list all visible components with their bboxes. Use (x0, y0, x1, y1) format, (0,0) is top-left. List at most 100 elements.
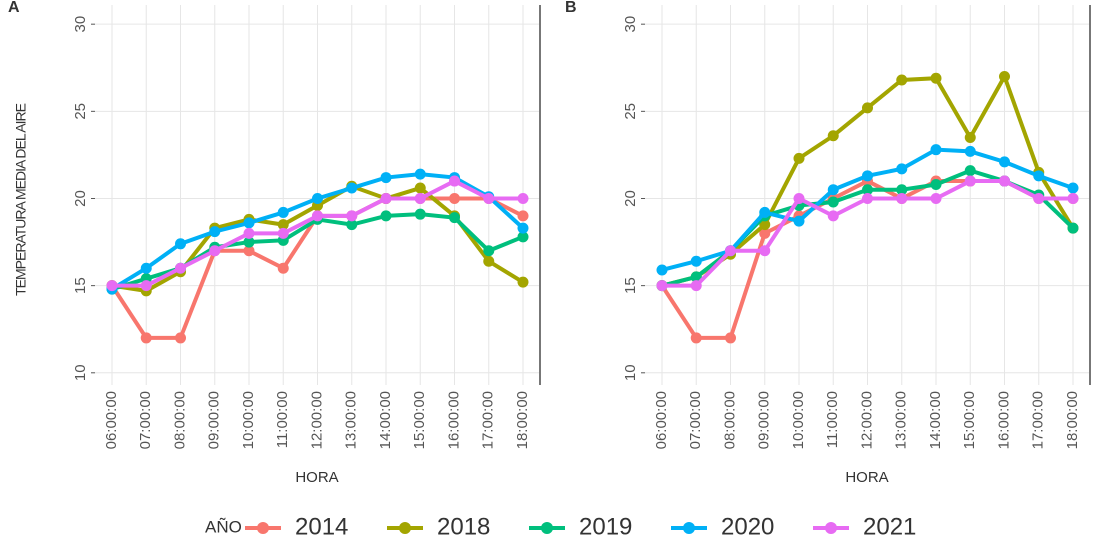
point (690, 255, 702, 267)
point (175, 238, 186, 250)
y-tick-label: 20 (622, 190, 639, 207)
point (793, 192, 805, 204)
point (862, 170, 873, 182)
point (414, 192, 426, 204)
x-tick-label: 17:00:00 (480, 391, 497, 449)
point (930, 179, 942, 191)
point (827, 184, 839, 196)
x-tick-label: 12:00:00 (308, 391, 325, 449)
point (517, 231, 529, 243)
point (759, 227, 771, 239)
point (690, 332, 702, 344)
point (243, 245, 255, 257)
y-tick-label: 30 (72, 16, 89, 33)
point (1033, 192, 1045, 204)
x-tick-label: 15:00:00 (411, 391, 428, 449)
legend-label: 2018 (437, 513, 490, 540)
point (759, 219, 771, 231)
point (656, 264, 668, 276)
point (175, 262, 186, 274)
x-tick-label: 06:00:00 (103, 391, 120, 449)
point (930, 192, 942, 204)
legend-swatch (541, 522, 553, 534)
x-tick-label: 15:00:00 (961, 391, 978, 449)
point (243, 236, 255, 248)
y-tick-label: 25 (622, 103, 639, 120)
x-tick-label: 07:00:00 (137, 391, 154, 449)
point (449, 212, 460, 224)
point (690, 280, 702, 292)
point (999, 70, 1010, 82)
point (517, 192, 529, 204)
x-tick-label: 16:00:00 (995, 391, 1012, 449)
x-tick-label: 16:00:00 (445, 391, 462, 449)
point (312, 210, 323, 222)
x-tick-label: 07:00:00 (687, 391, 704, 449)
y-tick-label: 25 (72, 103, 89, 120)
point (930, 144, 942, 156)
x-tick-label: 14:00:00 (377, 391, 394, 449)
point (827, 130, 839, 142)
point (346, 182, 358, 194)
point (725, 245, 736, 257)
point (140, 332, 152, 344)
x-tick-label: 14:00:00 (927, 391, 944, 449)
point (449, 175, 460, 187)
point (1067, 192, 1079, 204)
point (827, 196, 839, 208)
point (209, 226, 221, 238)
point (862, 192, 873, 204)
point (517, 222, 529, 234)
point (964, 165, 976, 177)
point (277, 219, 289, 231)
point (1067, 182, 1079, 194)
y-tick-label: 10 (622, 364, 639, 381)
legend-swatch (257, 522, 269, 534)
point (896, 184, 908, 196)
legend-title: AÑO (205, 517, 242, 536)
y-tick-label: 30 (622, 16, 639, 33)
point (759, 245, 771, 257)
point (380, 192, 392, 204)
legend-swatch (399, 522, 411, 534)
y-tick-label: 15 (622, 277, 639, 294)
y-tick-label: 20 (72, 190, 89, 207)
point (346, 219, 358, 231)
point (690, 271, 702, 283)
point (759, 206, 771, 218)
point (380, 172, 392, 184)
x-tick-label: 10:00:00 (240, 391, 257, 449)
y-tick-label: 15 (72, 277, 89, 294)
x-tick-label: 12:00:00 (858, 391, 875, 449)
point (277, 206, 289, 218)
point (725, 332, 736, 344)
point (346, 210, 358, 222)
x-tick-label: 17:00:00 (1030, 391, 1047, 449)
x-tick-label: 08:00:00 (721, 391, 738, 449)
legend-swatch (825, 522, 837, 534)
point (414, 182, 426, 194)
panel-title: A (8, 0, 20, 16)
x-tick-label: 18:00:00 (1064, 391, 1081, 449)
legend-label: 2020 (721, 513, 774, 540)
x-axis-label: HORA (295, 469, 338, 486)
x-tick-label: 09:00:00 (756, 391, 773, 449)
point (414, 208, 426, 220)
legend-label: 2014 (295, 513, 348, 540)
point (964, 131, 976, 143)
point (483, 255, 495, 267)
point (243, 227, 255, 239)
point (862, 102, 873, 114)
x-tick-label: 09:00:00 (206, 391, 223, 449)
x-tick-label: 08:00:00 (171, 391, 188, 449)
point (277, 227, 289, 239)
x-tick-label: 18:00:00 (514, 391, 531, 449)
point (793, 152, 805, 164)
point (1033, 170, 1045, 182)
point (140, 280, 152, 292)
point (964, 145, 976, 157)
y-tick-label: 10 (72, 364, 89, 381)
point (1067, 222, 1079, 234)
x-tick-label: 11:00:00 (274, 391, 291, 448)
point (449, 192, 460, 204)
